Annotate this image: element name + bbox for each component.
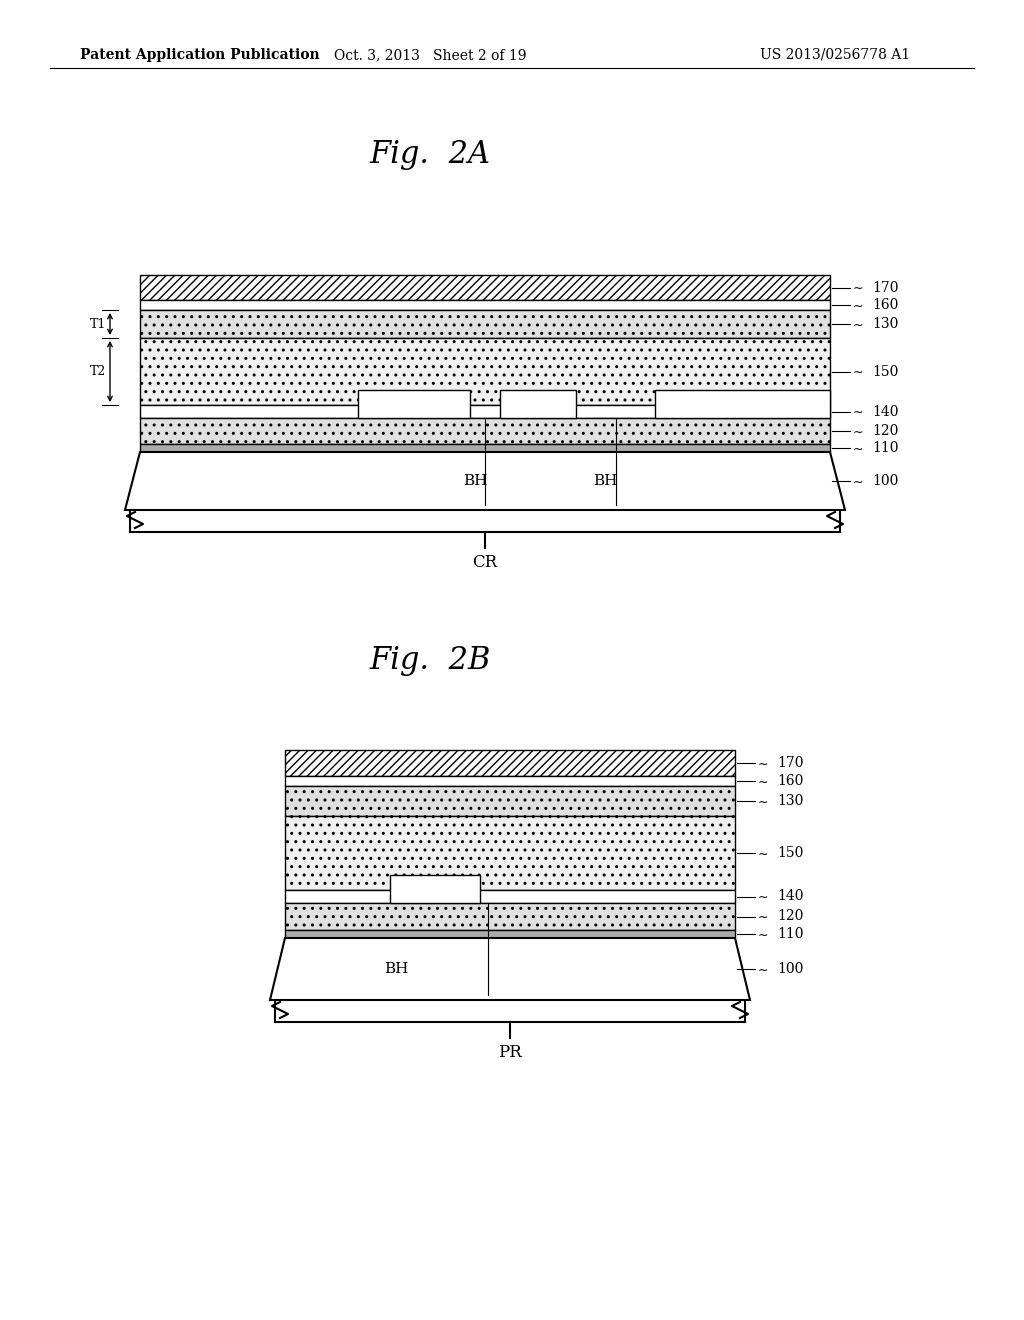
Text: BH: BH [463, 474, 487, 488]
Bar [140, 300, 830, 310]
Text: T2: T2 [90, 366, 106, 378]
Text: US 2013/0256778 A1: US 2013/0256778 A1 [760, 48, 910, 62]
Text: $\sim$: $\sim$ [755, 756, 769, 770]
Text: $\sim$: $\sim$ [850, 441, 863, 454]
Text: $\sim$: $\sim$ [850, 474, 863, 487]
Bar [285, 776, 735, 785]
Bar [140, 338, 830, 405]
Text: BH: BH [384, 962, 409, 975]
Text: 140: 140 [872, 404, 898, 418]
Text: $\sim$: $\sim$ [850, 318, 863, 330]
Bar [140, 444, 830, 451]
Text: T1: T1 [90, 318, 106, 330]
Text: $\sim$: $\sim$ [850, 425, 863, 437]
Polygon shape [270, 939, 750, 1001]
Text: 100: 100 [872, 474, 898, 488]
Text: 130: 130 [777, 795, 804, 808]
Text: $\sim$: $\sim$ [755, 890, 769, 903]
Bar [140, 418, 830, 444]
Text: $\sim$: $\sim$ [755, 775, 769, 788]
Bar [285, 931, 735, 939]
Text: 160: 160 [872, 298, 898, 312]
Bar [358, 389, 470, 418]
Polygon shape [125, 451, 845, 510]
Text: 120: 120 [777, 909, 804, 924]
Text: $\sim$: $\sim$ [755, 928, 769, 940]
Bar [390, 875, 480, 903]
Text: $\sim$: $\sim$ [755, 909, 769, 923]
Text: PR: PR [498, 1044, 522, 1061]
Bar [140, 405, 830, 418]
Bar [285, 750, 735, 776]
Text: $\sim$: $\sim$ [755, 962, 769, 975]
Text: 120: 120 [872, 424, 898, 438]
Bar [285, 903, 735, 931]
Text: $\sim$: $\sim$ [850, 298, 863, 312]
Text: 130: 130 [872, 317, 898, 331]
Text: Oct. 3, 2013   Sheet 2 of 19: Oct. 3, 2013 Sheet 2 of 19 [334, 48, 526, 62]
Bar [500, 389, 575, 418]
Text: 110: 110 [777, 927, 804, 941]
Text: 150: 150 [777, 846, 804, 861]
Text: 170: 170 [777, 756, 804, 770]
Bar [285, 890, 735, 903]
Text: Fig.  2A: Fig. 2A [370, 140, 490, 170]
Text: $\sim$: $\sim$ [850, 281, 863, 294]
Text: 140: 140 [777, 890, 804, 903]
Bar [140, 275, 830, 300]
Text: BH: BH [593, 474, 617, 488]
Text: $\sim$: $\sim$ [850, 366, 863, 378]
Text: CR: CR [472, 554, 498, 572]
Bar [140, 310, 830, 338]
Text: Fig.  2B: Fig. 2B [370, 644, 490, 676]
Text: Patent Application Publication: Patent Application Publication [80, 48, 319, 62]
Text: 160: 160 [777, 774, 804, 788]
Text: $\sim$: $\sim$ [850, 405, 863, 418]
Bar [285, 785, 735, 816]
Text: 100: 100 [777, 962, 804, 975]
Bar [655, 389, 830, 418]
Text: 110: 110 [872, 441, 898, 455]
Text: 170: 170 [872, 281, 898, 294]
Text: $\sim$: $\sim$ [755, 846, 769, 859]
Text: 150: 150 [872, 364, 898, 379]
Bar [285, 816, 735, 890]
Text: $\sim$: $\sim$ [755, 795, 769, 808]
